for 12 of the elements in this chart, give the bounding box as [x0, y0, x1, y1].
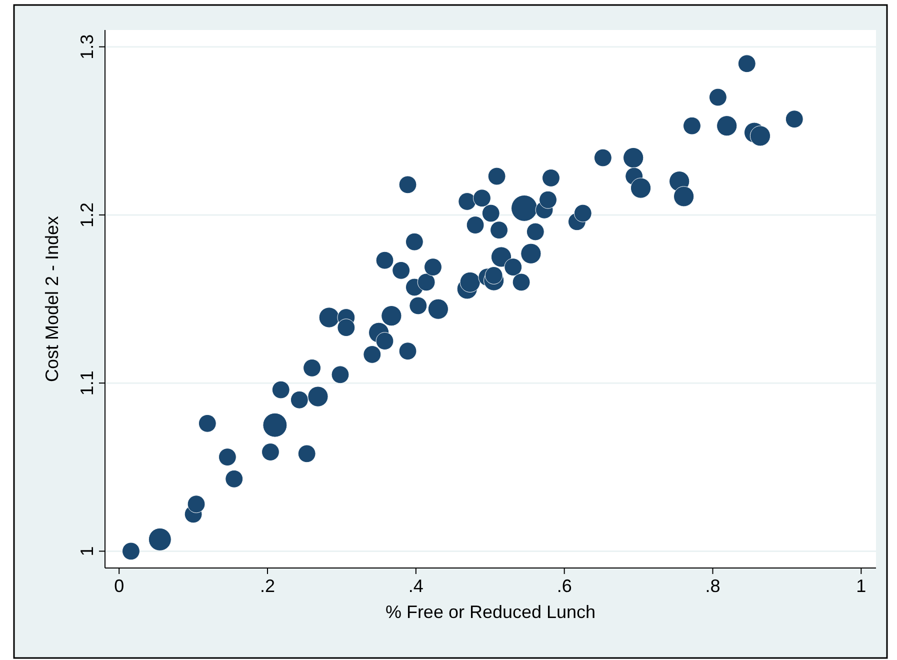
y-tick-label: 1.1 [77, 370, 97, 396]
y-tick-label: 1.2 [77, 202, 97, 228]
x-tick-label: .8 [705, 576, 720, 596]
x-tick-label: .2 [260, 576, 276, 596]
x-tick-label: 1 [856, 576, 866, 596]
y-tick-label: 1 [77, 546, 97, 556]
x-axis-title: % Free or Reduced Lunch [385, 602, 596, 622]
x-tick-label: .6 [556, 576, 572, 596]
y-axis-title: Cost Model 2 - Index [42, 216, 62, 382]
x-tick-label: 0 [114, 576, 124, 596]
y-tick-label: 1.3 [77, 34, 97, 60]
x-tick-label: .4 [408, 576, 424, 596]
